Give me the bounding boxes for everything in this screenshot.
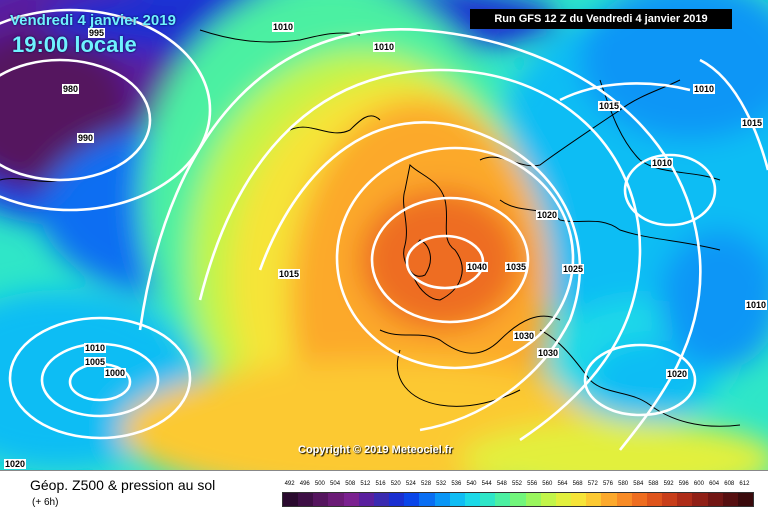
scale-label: 520 <box>390 481 401 487</box>
copyright-text: Copyright © 2019 Meteociel.fr <box>298 444 453 456</box>
scale-swatch <box>662 493 678 506</box>
scale-label: 508 <box>345 481 356 487</box>
scale-swatch <box>737 493 754 506</box>
forecast-date: Vendredi 4 janvier 2019 <box>10 12 176 29</box>
scale-label: 588 <box>648 481 659 487</box>
scale-label: 560 <box>542 481 553 487</box>
isobar-label: 1010 <box>84 343 107 353</box>
isobar-label: 1010 <box>373 42 396 52</box>
scale-label: 608 <box>724 481 735 487</box>
weather-map: Vendredi 4 janvier 2019 19:00 locale Run… <box>0 0 768 470</box>
scale-swatch <box>631 493 648 506</box>
scale-label: 548 <box>496 481 507 487</box>
scale-label: 540 <box>466 481 477 487</box>
scale-label: 564 <box>557 481 568 487</box>
scale-swatch <box>419 493 436 506</box>
isobar-label: 1030 <box>537 348 560 358</box>
scale-swatch <box>692 493 708 506</box>
scale-label: 604 <box>709 481 720 487</box>
legend-subtitle: (+ 6h) <box>32 497 59 508</box>
scale-label: 536 <box>451 481 462 487</box>
scale-label: 492 <box>284 481 295 487</box>
scale-swatch <box>343 493 360 506</box>
scale-swatch <box>677 493 693 506</box>
scale-label: 580 <box>618 481 629 487</box>
isobar-label: 1010 <box>693 84 716 94</box>
isobar-label: 1035 <box>505 262 528 272</box>
scale-label: 544 <box>481 481 492 487</box>
scale-swatch <box>449 493 466 506</box>
scale-swatch <box>495 493 511 506</box>
isobar-label: 1030 <box>513 331 536 341</box>
scale-label: 596 <box>678 481 689 487</box>
isobar-label: 1025 <box>562 264 585 274</box>
scale-label: 576 <box>602 481 613 487</box>
color-scale-bar <box>282 492 754 507</box>
scale-swatch <box>525 493 542 506</box>
scale-swatch <box>373 493 390 506</box>
scale-swatch <box>480 493 496 506</box>
isobar-label: 1000 <box>104 368 127 378</box>
isobar-label: 1020 <box>536 210 559 220</box>
isobar-label: 990 <box>77 133 95 143</box>
isobar-label: 1040 <box>466 262 489 272</box>
isobar-label: 1015 <box>741 118 764 128</box>
scale-label: 532 <box>436 481 447 487</box>
isobar-label: 1020 <box>666 369 689 379</box>
color-scale-labels: 492 496 500 504 508 512 516 520 524 528 532 536 540 5… <box>282 481 752 491</box>
scale-swatch <box>601 493 618 506</box>
scale-label: 556 <box>527 481 538 487</box>
geopotential-field <box>0 0 768 470</box>
scale-label: 592 <box>663 481 674 487</box>
scale-label: 600 <box>693 481 704 487</box>
isobar-label: 1005 <box>84 357 107 367</box>
scale-label: 524 <box>405 481 416 487</box>
isobars <box>0 8 768 451</box>
scale-swatch <box>434 493 451 506</box>
isobar-label: 1010 <box>745 300 768 310</box>
isobar-label: 1015 <box>278 269 301 279</box>
scale-swatch <box>707 493 724 506</box>
scale-swatch <box>313 493 329 506</box>
scale-swatch <box>358 493 375 506</box>
scale-swatch <box>510 493 527 506</box>
scale-swatch <box>586 493 602 506</box>
scale-swatch <box>464 493 481 506</box>
scale-swatch <box>404 493 420 506</box>
scale-label: 512 <box>360 481 371 487</box>
isobar-label: 1010 <box>272 22 295 32</box>
legend-title: Géop. Z500 & pression au sol <box>30 477 216 493</box>
scale-label: 568 <box>572 481 583 487</box>
scale-swatch <box>616 493 633 506</box>
color-fill <box>0 0 768 470</box>
isobar-label: 980 <box>62 84 80 94</box>
scale-swatch <box>540 493 557 506</box>
scale-label: 584 <box>633 481 644 487</box>
run-info: Run GFS 12 Z du Vendredi 4 janvier 2019 <box>470 9 732 29</box>
scale-swatch <box>283 493 299 506</box>
scale-label: 552 <box>511 481 523 487</box>
scale-label: 500 <box>314 481 325 487</box>
scale-label: 528 <box>421 481 432 487</box>
scale-label: 572 <box>587 481 598 487</box>
scale-swatch <box>389 493 405 506</box>
isobar-label: 1020 <box>4 459 27 469</box>
isobar-label: 1010 <box>651 158 674 168</box>
scale-swatch <box>555 493 572 506</box>
isobar-label: 995 <box>88 28 106 38</box>
isobar-label: 1015 <box>598 101 621 111</box>
scale-swatch <box>722 493 739 506</box>
scale-swatch <box>646 493 663 506</box>
scale-swatch <box>298 493 314 506</box>
scale-label: 516 <box>375 481 386 487</box>
scale-label: 504 <box>330 481 341 487</box>
scale-label: 496 <box>299 481 310 487</box>
forecast-time: 19:00 locale <box>12 32 137 57</box>
legend-panel: Géop. Z500 & pression au sol (+ 6h) 492 4… <box>0 470 768 513</box>
scale-swatch <box>571 493 587 506</box>
scale-label: 612 <box>739 481 750 487</box>
scale-swatch <box>328 493 345 506</box>
